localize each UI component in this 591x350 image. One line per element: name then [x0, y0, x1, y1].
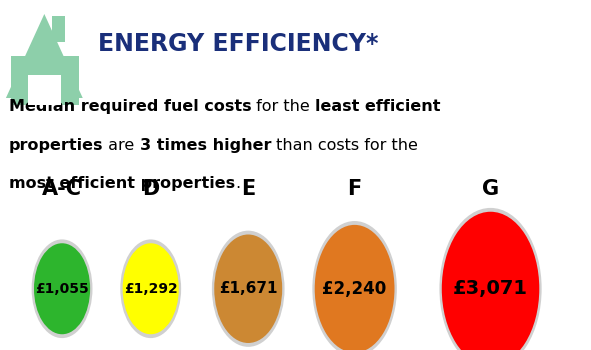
Ellipse shape	[123, 243, 179, 334]
Text: £1,292: £1,292	[124, 282, 177, 296]
Text: ENERGY EFFICIENCY*: ENERGY EFFICIENCY*	[98, 32, 378, 56]
Text: than costs for the: than costs for the	[271, 138, 418, 153]
Text: £3,071: £3,071	[453, 279, 528, 298]
Text: A-C: A-C	[42, 179, 82, 199]
Ellipse shape	[312, 221, 397, 350]
FancyBboxPatch shape	[28, 75, 61, 105]
Text: least efficient: least efficient	[316, 99, 441, 114]
Text: properties: properties	[9, 138, 103, 153]
FancyBboxPatch shape	[52, 16, 65, 42]
Text: £1,055: £1,055	[35, 282, 89, 296]
Text: F: F	[348, 179, 362, 199]
Ellipse shape	[34, 243, 90, 334]
Text: 3 times higher: 3 times higher	[139, 138, 271, 153]
FancyBboxPatch shape	[11, 56, 79, 105]
Text: G: G	[482, 179, 499, 199]
Text: Median required fuel costs: Median required fuel costs	[9, 99, 252, 114]
Ellipse shape	[31, 239, 92, 338]
Ellipse shape	[314, 225, 394, 350]
Ellipse shape	[121, 239, 181, 338]
Text: most efficient properties: most efficient properties	[9, 176, 235, 191]
Ellipse shape	[212, 231, 285, 347]
Text: for the: for the	[252, 99, 316, 114]
Text: £2,240: £2,240	[323, 280, 387, 298]
Text: £1,671: £1,671	[219, 281, 277, 296]
Text: .: .	[235, 176, 240, 191]
Ellipse shape	[441, 212, 539, 350]
Ellipse shape	[439, 208, 541, 350]
Text: E: E	[241, 179, 255, 199]
Text: are: are	[103, 138, 139, 153]
Polygon shape	[6, 14, 83, 98]
Text: D: D	[142, 179, 160, 199]
Ellipse shape	[214, 234, 282, 343]
